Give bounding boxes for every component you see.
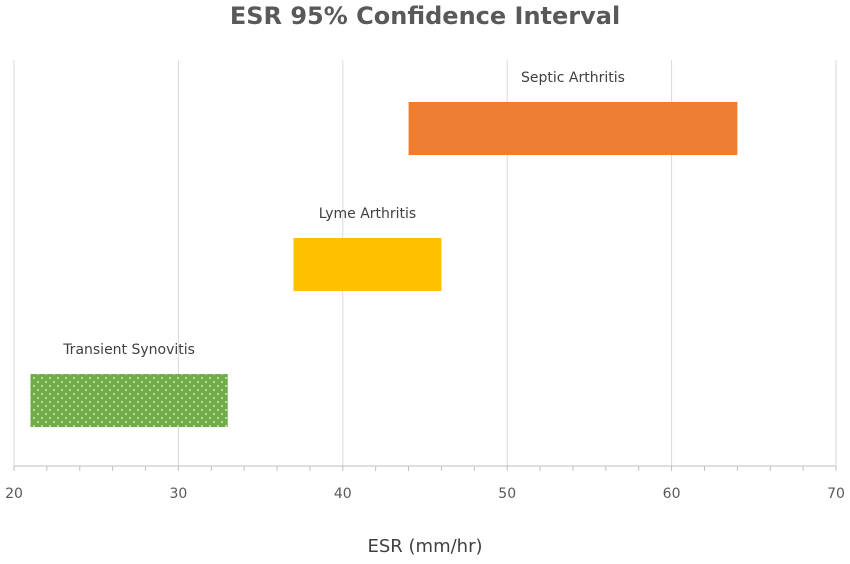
x-tick-labels: 20 30 40 50 60 70 bbox=[5, 486, 845, 502]
x-axis-label: ESR (mm/hr) bbox=[367, 536, 482, 557]
x-tick-label: 60 bbox=[663, 486, 681, 502]
bar-label-septic-arthritis: Septic Arthritis bbox=[521, 70, 625, 86]
bars bbox=[30, 102, 738, 427]
x-tick-label: 70 bbox=[827, 486, 845, 502]
bar-septic-arthritis bbox=[408, 102, 738, 155]
bar-label-lyme-arthritis: Lyme Arthritis bbox=[319, 206, 417, 222]
bar-transient-synovitis bbox=[30, 374, 228, 427]
x-tick-label: 40 bbox=[334, 486, 352, 502]
x-tick-label: 50 bbox=[498, 486, 516, 502]
bar-labels: Transient Synovitis Lyme Arthritis Septic … bbox=[62, 70, 625, 358]
bar-lyme-arthritis bbox=[293, 238, 442, 291]
x-tick-label: 20 bbox=[5, 486, 23, 502]
chart-title: ESR 95% Confidence Interval bbox=[230, 2, 620, 30]
bar-label-transient-synovitis: Transient Synovitis bbox=[62, 342, 195, 358]
x-tick-label: 30 bbox=[169, 486, 187, 502]
x-minor-ticks bbox=[13, 466, 837, 471]
